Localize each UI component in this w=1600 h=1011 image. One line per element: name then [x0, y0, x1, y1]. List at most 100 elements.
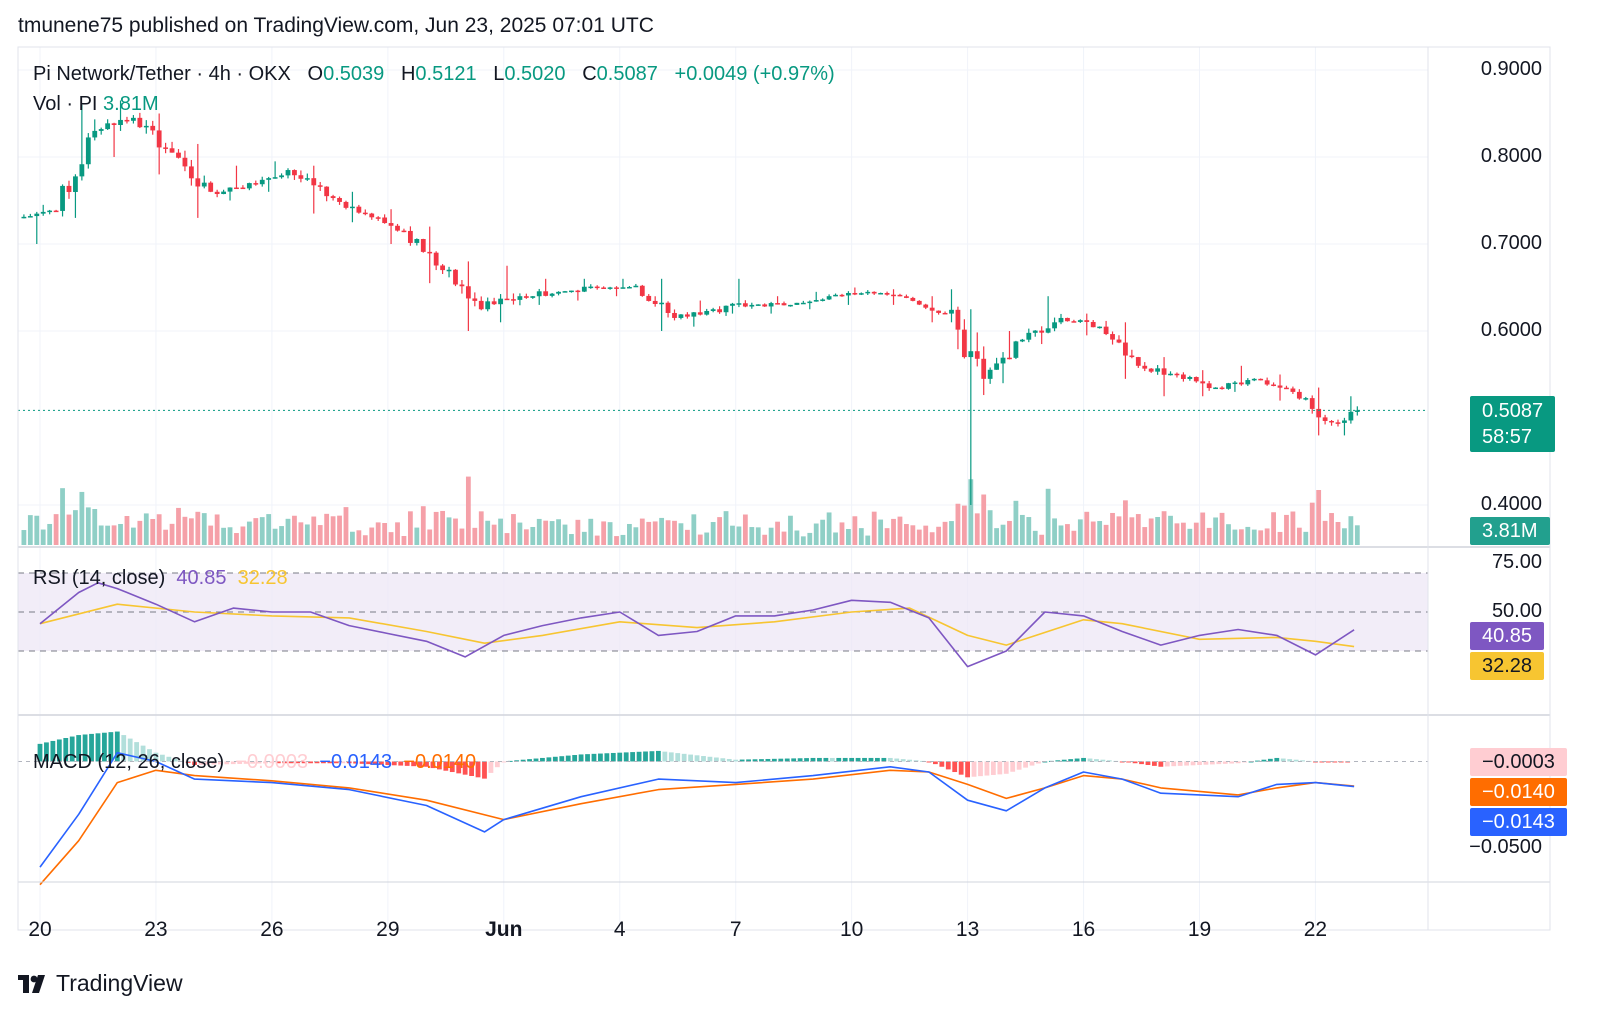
candle-body — [607, 287, 613, 289]
chart-border — [17, 46, 1551, 931]
candle-body — [214, 191, 220, 195]
brand-name: TradingView — [56, 970, 183, 996]
candle-body — [916, 300, 922, 305]
volume-bar — [40, 529, 46, 545]
macd-hist-bar — [952, 761, 958, 773]
candle-body — [395, 225, 400, 231]
candle-body — [1271, 384, 1276, 387]
macd-hist-bar — [488, 761, 494, 773]
macd-hist-bar — [1139, 761, 1144, 765]
macd-hist-bar — [308, 761, 313, 764]
macd-hist-bar — [424, 761, 429, 767]
macd-hist-bar — [668, 752, 674, 762]
rsi-value: 40.85 — [176, 567, 227, 589]
macd-hist-bar — [791, 758, 797, 762]
volume-bar — [1065, 524, 1070, 545]
candle-body — [813, 300, 819, 302]
macd-hist-bar — [346, 761, 352, 764]
candle-body — [684, 314, 690, 317]
macd-hist-bar — [546, 757, 552, 762]
candle-body — [1219, 387, 1225, 390]
candle-body — [601, 287, 607, 289]
volume-bar — [188, 518, 194, 545]
candle-body — [511, 299, 516, 301]
volume-bar — [156, 514, 162, 545]
volume-legend[interactable]: Vol · PI 3.81M — [33, 93, 159, 116]
volume-bar — [614, 536, 619, 545]
candle-body — [1348, 411, 1354, 421]
candle-body — [453, 269, 458, 285]
macd-hist-bar — [559, 756, 565, 762]
volume-bar — [485, 520, 491, 545]
rsi-ma-value: 32.28 — [237, 567, 288, 589]
candle-body — [292, 170, 297, 176]
rsi-tick-label: 75.00 — [1491, 551, 1542, 574]
volume-bar — [562, 524, 568, 545]
volume-bar — [697, 534, 703, 545]
pane-separators — [17, 46, 1551, 931]
tradingview-logo[interactable]: TradingView — [18, 970, 183, 997]
volume-bar — [846, 528, 851, 545]
macd-signal-line — [39, 769, 1355, 886]
volume-bar — [781, 531, 787, 545]
vol-label: Vol · PI — [33, 93, 98, 115]
volume-bar — [536, 518, 542, 545]
symbol-legend[interactable]: Pi Network/Tether · 4h · OKX O0.5039 H0.… — [33, 63, 835, 86]
macd-hist-bar — [56, 739, 62, 762]
macd-hist-bar — [778, 758, 784, 762]
rsi-legend[interactable]: RSI (14, close) 40.85 32.28 — [33, 567, 288, 590]
volume-bar — [1039, 534, 1045, 545]
candle-body — [1238, 382, 1244, 385]
volume-bar — [704, 532, 710, 545]
open-label: O — [307, 63, 324, 85]
volume-bar — [775, 521, 780, 545]
macd-hist-bar — [63, 738, 69, 762]
volume-bar — [659, 517, 665, 545]
macd-hist-bar — [797, 758, 803, 762]
volume-bar — [504, 533, 510, 545]
candle-body — [124, 119, 130, 122]
candle-body — [356, 206, 362, 213]
macd-hist-bar — [894, 758, 900, 762]
macd-legend[interactable]: MACD (12, 26, close) −0.0003 −0.0143 −0.… — [33, 751, 476, 774]
volume-bar — [1329, 513, 1334, 545]
volume-bar — [259, 517, 265, 545]
macd-hist-badge: −0.0003 — [1470, 748, 1567, 776]
volume-bar — [311, 516, 317, 545]
volume-bar — [472, 527, 478, 545]
volume-bar — [1354, 525, 1360, 545]
volume-bar — [214, 514, 220, 545]
candle-body — [459, 284, 465, 287]
macd-label: MACD (12, 26, close) — [33, 751, 225, 773]
candle-body — [1193, 376, 1199, 382]
macd-hist-bar — [887, 757, 893, 762]
time-tick-label: Jun — [485, 918, 523, 941]
time-tick-label: 29 — [376, 918, 400, 941]
candle-body — [968, 351, 974, 358]
macd-hist-bar — [739, 759, 745, 762]
rsi-value-badge: 40.85 — [1470, 622, 1545, 650]
candle-body — [536, 291, 542, 297]
macd-hist-bar — [295, 761, 301, 764]
volume-bar — [672, 520, 677, 545]
candle-body — [549, 293, 555, 296]
candle-body — [1071, 321, 1077, 323]
macd-hist-bar — [288, 761, 294, 764]
volume-bar — [343, 507, 349, 545]
macd-hist-bar — [1255, 760, 1260, 762]
macd-lines — [18, 731, 1428, 886]
candle-body — [47, 210, 53, 213]
candle-body — [1354, 410, 1360, 412]
volume-bar — [878, 519, 884, 545]
rsi-tick-label: 50.00 — [1491, 600, 1542, 622]
volume-bar — [407, 511, 413, 545]
volume-bar — [137, 520, 143, 545]
volume-bar — [1019, 514, 1025, 545]
macd-hist-bar — [965, 761, 970, 778]
volume-bar — [652, 521, 658, 545]
macd-hist-bar — [256, 761, 262, 764]
candle-body — [66, 185, 72, 192]
volume-bar — [150, 518, 156, 545]
volume-bar — [382, 523, 388, 545]
